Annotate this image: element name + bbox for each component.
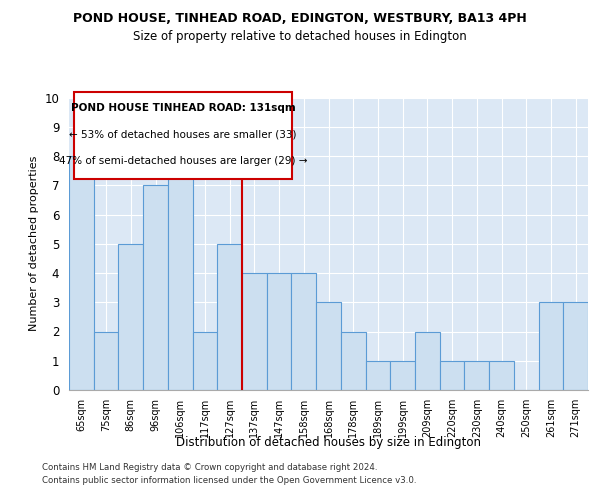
Bar xyxy=(242,273,267,390)
Text: POND HOUSE, TINHEAD ROAD, EDINGTON, WESTBURY, BA13 4PH: POND HOUSE, TINHEAD ROAD, EDINGTON, WEST… xyxy=(73,12,527,26)
Bar xyxy=(365,361,390,390)
Text: Contains public sector information licensed under the Open Government Licence v3: Contains public sector information licen… xyxy=(42,476,416,485)
Bar xyxy=(143,185,168,390)
Text: Contains HM Land Registry data © Crown copyright and database right 2024.: Contains HM Land Registry data © Crown c… xyxy=(42,464,377,472)
Bar xyxy=(292,273,316,390)
Text: 47% of semi-detached houses are larger (29) →: 47% of semi-detached houses are larger (… xyxy=(59,156,307,166)
Text: Distribution of detached houses by size in Edington: Distribution of detached houses by size … xyxy=(176,436,481,449)
Bar xyxy=(316,302,341,390)
Text: ← 53% of detached houses are smaller (33): ← 53% of detached houses are smaller (33… xyxy=(70,130,297,140)
Bar xyxy=(267,273,292,390)
Bar xyxy=(193,332,217,390)
Bar xyxy=(118,244,143,390)
Bar xyxy=(415,332,440,390)
Bar xyxy=(440,361,464,390)
FancyBboxPatch shape xyxy=(74,92,292,180)
Bar xyxy=(217,244,242,390)
Bar xyxy=(390,361,415,390)
Bar xyxy=(94,332,118,390)
Bar xyxy=(69,156,94,390)
Bar xyxy=(341,332,365,390)
Bar xyxy=(489,361,514,390)
Bar xyxy=(168,156,193,390)
Bar xyxy=(464,361,489,390)
Y-axis label: Number of detached properties: Number of detached properties xyxy=(29,156,39,332)
Text: POND HOUSE TINHEAD ROAD: 131sqm: POND HOUSE TINHEAD ROAD: 131sqm xyxy=(71,104,296,114)
Text: Size of property relative to detached houses in Edington: Size of property relative to detached ho… xyxy=(133,30,467,43)
Bar xyxy=(539,302,563,390)
Bar xyxy=(563,302,588,390)
